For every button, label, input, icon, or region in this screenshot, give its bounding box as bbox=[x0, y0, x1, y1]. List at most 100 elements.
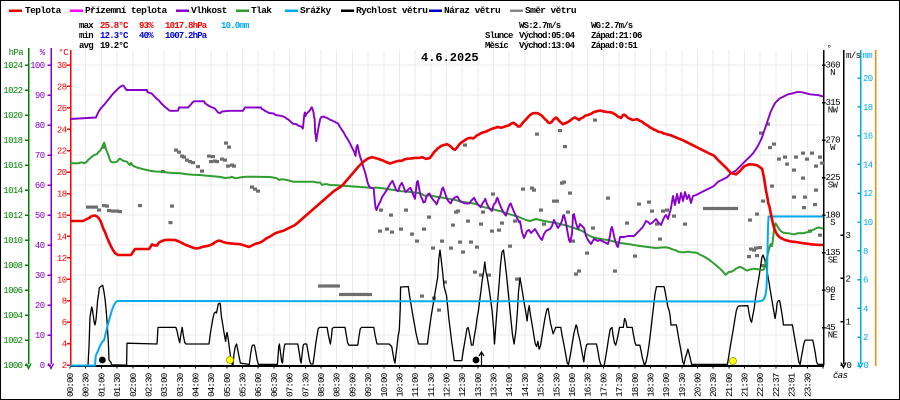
svg-text:19.2°C: 19.2°C bbox=[100, 41, 129, 51]
svg-text:min: min bbox=[79, 31, 93, 41]
svg-text:93%: 93% bbox=[139, 21, 154, 31]
svg-text:17:00: 17:00 bbox=[598, 372, 609, 397]
svg-text:10: 10 bbox=[863, 218, 873, 228]
svg-text:16: 16 bbox=[57, 211, 67, 221]
svg-text:90: 90 bbox=[35, 91, 45, 101]
svg-text:270: 270 bbox=[826, 136, 841, 146]
svg-text:16: 16 bbox=[863, 132, 873, 142]
svg-text:28: 28 bbox=[57, 82, 67, 92]
svg-text:14: 14 bbox=[863, 160, 873, 170]
svg-text:06:00: 06:00 bbox=[253, 372, 264, 397]
svg-text:07:30: 07:30 bbox=[300, 372, 311, 397]
svg-text:18: 18 bbox=[863, 103, 873, 113]
svg-text:00:30: 00:30 bbox=[81, 372, 92, 397]
svg-text:10: 10 bbox=[35, 331, 45, 341]
svg-text:15:00: 15:00 bbox=[536, 372, 547, 397]
svg-text:1012: 1012 bbox=[3, 211, 22, 221]
svg-text:180: 180 bbox=[826, 211, 841, 221]
svg-text:13:30: 13:30 bbox=[489, 372, 500, 397]
svg-text:1004: 1004 bbox=[3, 311, 22, 321]
svg-text:19:00: 19:00 bbox=[661, 372, 672, 397]
svg-text:2: 2 bbox=[846, 274, 851, 284]
svg-text:14:00: 14:00 bbox=[504, 372, 515, 397]
svg-text:23:01: 23:01 bbox=[787, 372, 798, 397]
svg-text:SW: SW bbox=[828, 181, 839, 191]
svg-text:12:30: 12:30 bbox=[457, 372, 468, 397]
svg-text:20: 20 bbox=[35, 301, 45, 311]
svg-text:N: N bbox=[830, 68, 835, 78]
svg-text:Přízemní teplota: Přízemní teplota bbox=[85, 5, 168, 16]
svg-text:4: 4 bbox=[863, 304, 868, 314]
svg-text:1024: 1024 bbox=[3, 61, 22, 71]
svg-text:W: W bbox=[830, 143, 836, 153]
svg-text:135: 135 bbox=[826, 248, 841, 258]
svg-text:360: 360 bbox=[826, 61, 841, 71]
svg-text:225: 225 bbox=[826, 173, 841, 183]
svg-text:22:00: 22:00 bbox=[755, 372, 766, 397]
svg-text:0: 0 bbox=[40, 361, 45, 371]
svg-text:08:00: 08:00 bbox=[316, 372, 327, 397]
svg-text:1008: 1008 bbox=[3, 261, 22, 271]
svg-text:Měsíc: Měsíc bbox=[485, 41, 508, 51]
svg-text:01:00: 01:00 bbox=[96, 372, 107, 397]
svg-text:1020: 1020 bbox=[3, 111, 22, 121]
svg-text:avg: avg bbox=[79, 41, 93, 51]
svg-text:26: 26 bbox=[57, 104, 67, 114]
svg-text:20:00: 20:00 bbox=[693, 372, 704, 397]
svg-text:NE: NE bbox=[828, 331, 838, 341]
svg-text:2: 2 bbox=[863, 333, 868, 343]
svg-text:60: 60 bbox=[35, 181, 45, 191]
svg-text:50: 50 bbox=[35, 211, 45, 221]
svg-text:0: 0 bbox=[864, 361, 869, 371]
svg-text:14: 14 bbox=[57, 232, 67, 242]
svg-text:°: ° bbox=[827, 44, 832, 54]
svg-text:Východ:05:04: Východ:05:04 bbox=[519, 31, 576, 41]
svg-text:1022: 1022 bbox=[3, 86, 22, 96]
svg-text:02:00: 02:00 bbox=[128, 372, 139, 397]
svg-text:NW: NW bbox=[828, 106, 839, 116]
svg-text:03:30: 03:30 bbox=[175, 372, 186, 397]
svg-text:30: 30 bbox=[35, 271, 45, 281]
svg-text:18: 18 bbox=[57, 190, 67, 200]
svg-text:00:00: 00:00 bbox=[65, 372, 76, 397]
svg-text:08:30: 08:30 bbox=[332, 372, 343, 397]
svg-text:8: 8 bbox=[62, 297, 67, 307]
svg-text:1017.8hPa: 1017.8hPa bbox=[165, 21, 208, 31]
svg-text:100: 100 bbox=[30, 61, 45, 71]
svg-text:°C: °C bbox=[58, 48, 69, 58]
svg-text:12: 12 bbox=[57, 254, 67, 264]
svg-text:24: 24 bbox=[57, 125, 67, 135]
svg-text:04:30: 04:30 bbox=[206, 372, 217, 397]
svg-text:90: 90 bbox=[826, 286, 836, 296]
svg-text:Slunce: Slunce bbox=[485, 31, 513, 41]
svg-text:70: 70 bbox=[35, 151, 45, 161]
svg-text:SE: SE bbox=[828, 256, 838, 266]
svg-text:40: 40 bbox=[35, 241, 45, 251]
svg-text:1007.2hPa: 1007.2hPa bbox=[165, 31, 208, 41]
svg-text:8: 8 bbox=[863, 247, 868, 257]
svg-text:10: 10 bbox=[57, 275, 67, 285]
svg-text:15:30: 15:30 bbox=[551, 372, 562, 397]
svg-text:45: 45 bbox=[826, 323, 836, 333]
svg-text:S: S bbox=[830, 218, 835, 228]
svg-text:3: 3 bbox=[846, 231, 851, 241]
svg-text:18:00: 18:00 bbox=[630, 372, 641, 397]
svg-text:mm: mm bbox=[863, 51, 873, 61]
svg-text:20: 20 bbox=[57, 168, 67, 178]
svg-text:40%: 40% bbox=[139, 31, 154, 41]
svg-text:04:00: 04:00 bbox=[191, 372, 202, 397]
svg-text:1006: 1006 bbox=[3, 286, 22, 296]
svg-text:%: % bbox=[40, 48, 46, 58]
svg-text:Východ:13:04: Východ:13:04 bbox=[519, 41, 576, 51]
svg-text:10.0mm: 10.0mm bbox=[221, 21, 250, 31]
svg-text:m/s: m/s bbox=[846, 51, 861, 61]
svg-text:23:30: 23:30 bbox=[802, 372, 813, 397]
svg-text:hPa: hPa bbox=[9, 48, 25, 58]
svg-text:Vlhkost: Vlhkost bbox=[191, 5, 227, 16]
svg-text:22:37: 22:37 bbox=[771, 373, 782, 397]
svg-text:12: 12 bbox=[863, 189, 873, 199]
svg-text:1000: 1000 bbox=[3, 361, 22, 371]
svg-text:16:30: 16:30 bbox=[583, 372, 594, 397]
svg-text:11:00: 11:00 bbox=[410, 372, 421, 397]
svg-text:21:30: 21:30 bbox=[740, 372, 751, 397]
